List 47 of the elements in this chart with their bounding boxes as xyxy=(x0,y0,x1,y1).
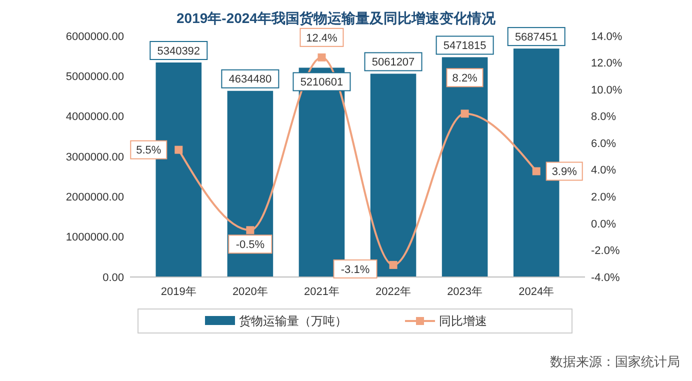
data-label: 4634480 xyxy=(228,74,272,86)
y-tick-label: 6000000.00 xyxy=(66,30,124,43)
data-label: 5061207 xyxy=(372,56,415,69)
y2-tick-label: 6.0% xyxy=(591,138,616,150)
data-label: -0.5% xyxy=(236,238,265,251)
y-tick-label: 2000000.00 xyxy=(66,192,124,204)
y2-tick-label: 14.0% xyxy=(591,30,622,43)
y2-tick-label: 4.0% xyxy=(591,164,616,177)
point xyxy=(532,167,540,176)
point xyxy=(318,53,326,62)
y2-tick-label: 0.0% xyxy=(591,218,616,230)
y2-tick-label: -4.0% xyxy=(591,272,620,284)
bar xyxy=(442,57,488,277)
x-tick-label: 2021年 xyxy=(304,286,340,298)
data-label: 3.9% xyxy=(552,166,578,178)
data-label: 12.4% xyxy=(306,32,338,44)
data-label: 5340392 xyxy=(157,45,200,58)
y-tick-label: 1000000.00 xyxy=(66,232,124,244)
y2-tick-label: -2.0% xyxy=(591,245,620,258)
x-tick-label: 2019年 xyxy=(160,286,196,298)
x-tick-label: 2020年 xyxy=(232,286,268,298)
point xyxy=(246,226,254,234)
point xyxy=(460,110,469,118)
x-tick-label: 2023年 xyxy=(447,286,483,298)
data-label: -3.1% xyxy=(340,264,370,276)
y-tick-label: 5000000.00 xyxy=(66,71,124,84)
point xyxy=(389,260,398,269)
y-tick-label: 0.00 xyxy=(102,272,124,284)
data-label: 5687451 xyxy=(514,31,558,44)
y2-tick-label: 10.0% xyxy=(591,84,622,96)
y2-tick-label: 2.0% xyxy=(591,192,616,204)
data-label: 5.5% xyxy=(136,144,162,157)
data-label: 5471815 xyxy=(443,40,486,52)
legend-label: 货物运输量（万吨） xyxy=(239,314,347,328)
x-tick-label: 2022年 xyxy=(376,286,412,298)
y-tick-label: 3000000.00 xyxy=(66,151,124,164)
x-tick-label: 2024年 xyxy=(518,286,554,298)
bar xyxy=(370,74,416,277)
y-tick-label: 4000000.00 xyxy=(66,111,124,124)
data-label: 8.2% xyxy=(452,72,478,85)
y2-tick-label: 8.0% xyxy=(591,111,616,124)
legend-label: 同比增速 xyxy=(439,314,487,328)
data-label: 5210601 xyxy=(300,76,344,89)
y2-tick-label: 12.0% xyxy=(591,58,622,70)
chart-title: 2019年-2024年我国货物运输量及同比增速变化情况 xyxy=(176,10,496,26)
point xyxy=(174,146,183,154)
source-note: 数据来源：国家统计局 xyxy=(550,354,680,369)
